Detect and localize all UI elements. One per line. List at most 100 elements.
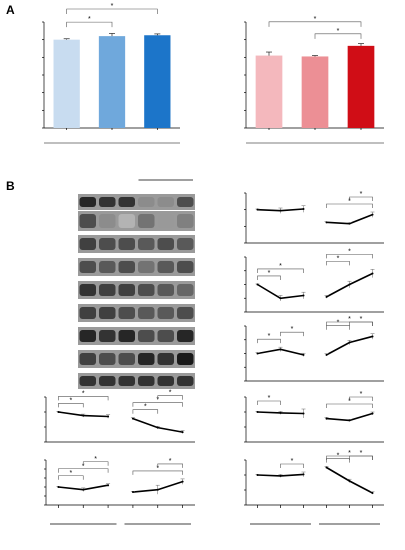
data-point	[348, 222, 351, 225]
blot-band	[79, 307, 96, 319]
series-line-taa-pos	[326, 335, 373, 356]
significance-bracket	[257, 338, 281, 344]
data-point	[348, 341, 351, 344]
blot-band	[99, 214, 116, 228]
line-chart-drp-1: * * * * *	[44, 390, 195, 443]
significance-bracket-star: *	[348, 248, 351, 255]
data-point	[371, 492, 374, 494]
data-point	[302, 208, 305, 210]
bottom-x-axis-left	[50, 505, 191, 525]
data-point	[57, 411, 60, 413]
data-point	[256, 352, 259, 355]
data-point	[325, 353, 328, 356]
panel-label-b: B	[6, 179, 15, 193]
blot-band	[177, 307, 194, 319]
blot-band	[99, 284, 116, 296]
data-point	[348, 480, 351, 482]
blot-band	[118, 330, 135, 342]
data-point	[131, 491, 134, 494]
data-point	[325, 221, 328, 224]
significance-bracket	[349, 196, 373, 201]
significance-bracket	[132, 409, 159, 414]
blot-band	[118, 238, 135, 250]
bar-chart-a-left: **	[42, 3, 180, 144]
line-chart-p-stat3-t-stat3: * * * *	[244, 248, 384, 313]
data-point	[256, 411, 259, 413]
bar-ct	[53, 39, 80, 128]
blot-band	[157, 284, 174, 296]
data-point	[325, 417, 328, 420]
significance-bracket-star: *	[337, 28, 340, 35]
data-point	[107, 484, 110, 487]
significance-bracket	[280, 463, 304, 468]
significance-bracket	[326, 458, 350, 463]
blot-band	[118, 261, 135, 273]
significance-bracket-star: *	[268, 395, 271, 402]
significance-bracket	[58, 396, 109, 401]
blot-band	[138, 197, 155, 207]
blot-band	[99, 307, 116, 319]
blot-band	[79, 330, 96, 342]
significance-bracket	[349, 396, 373, 401]
line-chart-hgf: * * * * *	[244, 316, 384, 382]
blot-band	[157, 353, 174, 365]
data-point	[348, 283, 351, 286]
blot-band	[118, 284, 135, 296]
blot-band	[157, 330, 174, 342]
significance-bracket-star: *	[279, 263, 282, 270]
significance-bracket	[157, 463, 183, 468]
blot-band	[138, 214, 155, 228]
significance-bracket-star: *	[337, 255, 340, 262]
data-point	[348, 419, 351, 422]
bar-ns	[301, 56, 329, 129]
significance-bracket-star: *	[144, 404, 147, 411]
significance-bracket-star: *	[156, 465, 159, 472]
significance-bracket	[257, 400, 281, 405]
significance-bracket	[66, 8, 158, 14]
data-point	[256, 283, 259, 286]
significance-bracket-star: *	[348, 198, 351, 205]
data-point	[256, 474, 259, 476]
significance-bracket-star: *	[314, 16, 317, 23]
significance-bracket	[326, 261, 350, 266]
blot-band	[177, 284, 194, 296]
blot-band	[99, 238, 116, 250]
data-point	[279, 348, 282, 351]
blot-band	[177, 214, 194, 228]
significance-bracket	[82, 461, 109, 466]
data-point	[302, 412, 305, 415]
bar-ct	[255, 55, 283, 128]
significance-bracket	[157, 395, 183, 400]
blot-band	[157, 376, 174, 386]
blot-band	[157, 197, 174, 207]
significance-bracket	[326, 403, 373, 408]
significance-bracket-star: *	[69, 397, 72, 404]
series-line-taa-pos	[132, 417, 183, 433]
line-chart-bim: ** * *	[244, 450, 384, 506]
blot-band	[138, 376, 155, 386]
significance-bracket-star: *	[94, 456, 97, 463]
blot-band	[177, 330, 194, 342]
significance-bracket	[58, 403, 84, 408]
data-point	[279, 297, 282, 300]
blot-band	[138, 238, 155, 250]
significance-bracket	[58, 475, 84, 480]
blot-band	[138, 307, 155, 319]
significance-bracket-star: *	[156, 397, 159, 404]
significance-bracket-star: *	[69, 470, 72, 477]
blot-band	[177, 197, 194, 207]
data-point	[279, 209, 282, 212]
data-point	[181, 431, 184, 434]
series-line-taa-pos	[326, 213, 373, 225]
blot-band	[157, 261, 174, 273]
significance-bracket-star: *	[291, 458, 294, 465]
significance-bracket-star: *	[169, 458, 172, 465]
bar-chart-a-right: **	[244, 16, 384, 144]
blot-band	[99, 376, 116, 386]
data-point	[302, 473, 305, 476]
data-point	[302, 294, 305, 297]
bottom-x-axis-right	[250, 505, 380, 525]
significance-bracket-star: *	[169, 390, 172, 397]
significance-bracket-star: *	[82, 463, 85, 470]
significance-bracket-star: *	[360, 191, 363, 198]
